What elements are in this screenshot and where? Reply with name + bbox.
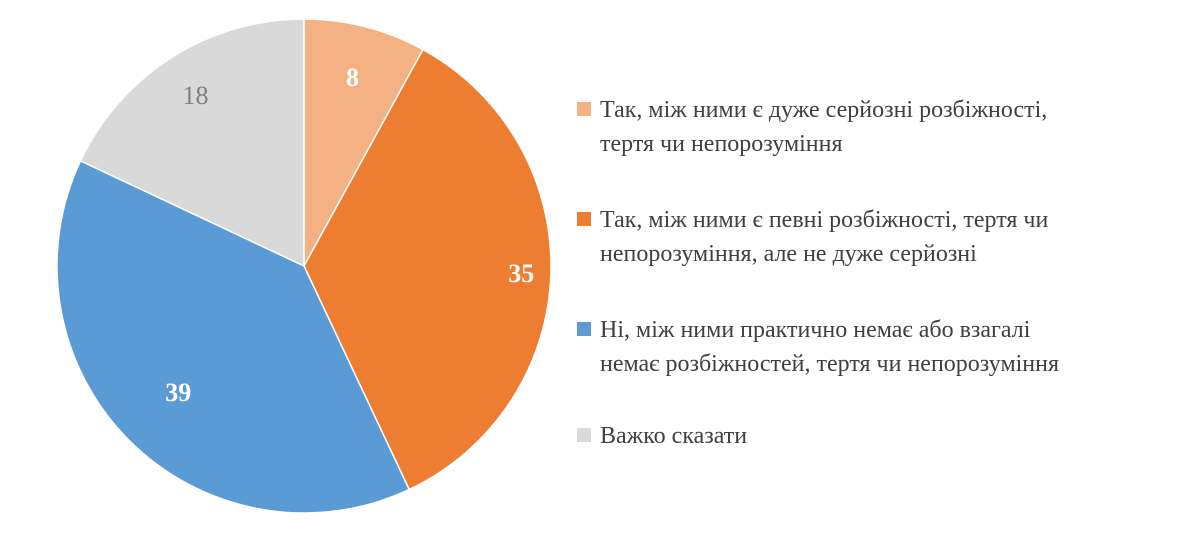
legend-item-3: Ні, між ними практично немає або взагалі… (577, 317, 1059, 377)
legend-item-1: Так, між ними є дуже серйозні розбіжност… (577, 97, 1047, 157)
legend-swatch-4 (577, 428, 591, 442)
pie-slice-1 (303, 18, 425, 267)
pie-slice-2 (303, 48, 552, 491)
slice-value-label-3: 39 (165, 378, 191, 407)
legend-swatch-3 (577, 322, 591, 336)
slice-value-label-4: 18 (183, 81, 209, 110)
pie-slices (56, 18, 552, 514)
legend-label-1-line-1: Так, між ними є дуже серйозні розбіжност… (600, 97, 1047, 123)
pie-slice-3 (56, 159, 411, 514)
pie-value-labels: 8 35 39 18 (165, 63, 534, 407)
pie-slice-4 (79, 18, 305, 268)
legend-item-2: Так, між ними є певні розбіжності, тертя… (577, 207, 1048, 267)
legend-label-4-line-1: Важко сказати (600, 423, 747, 449)
legend-swatch-1 (577, 102, 591, 116)
legend-label-3-line-1: Ні, між ними практично немає або взагалі (600, 317, 1031, 343)
legend: Так, між ними є дуже серйозні розбіжност… (577, 97, 1059, 449)
legend-label-3-line-2: немає розбіжностей, тертя чи непорозумін… (600, 351, 1059, 377)
legend-label-1-line-2: тертя чи непорозуміння (600, 131, 843, 157)
legend-item-4: Важко сказати (577, 423, 747, 449)
legend-swatch-2 (577, 212, 591, 226)
slice-value-label-1: 8 (346, 63, 359, 92)
slice-value-label-2: 35 (508, 259, 534, 288)
legend-label-2-line-1: Так, між ними є певні розбіжності, тертя… (600, 207, 1048, 233)
legend-label-2-line-2: непорозуміння, але не дуже серйозні (600, 241, 977, 267)
